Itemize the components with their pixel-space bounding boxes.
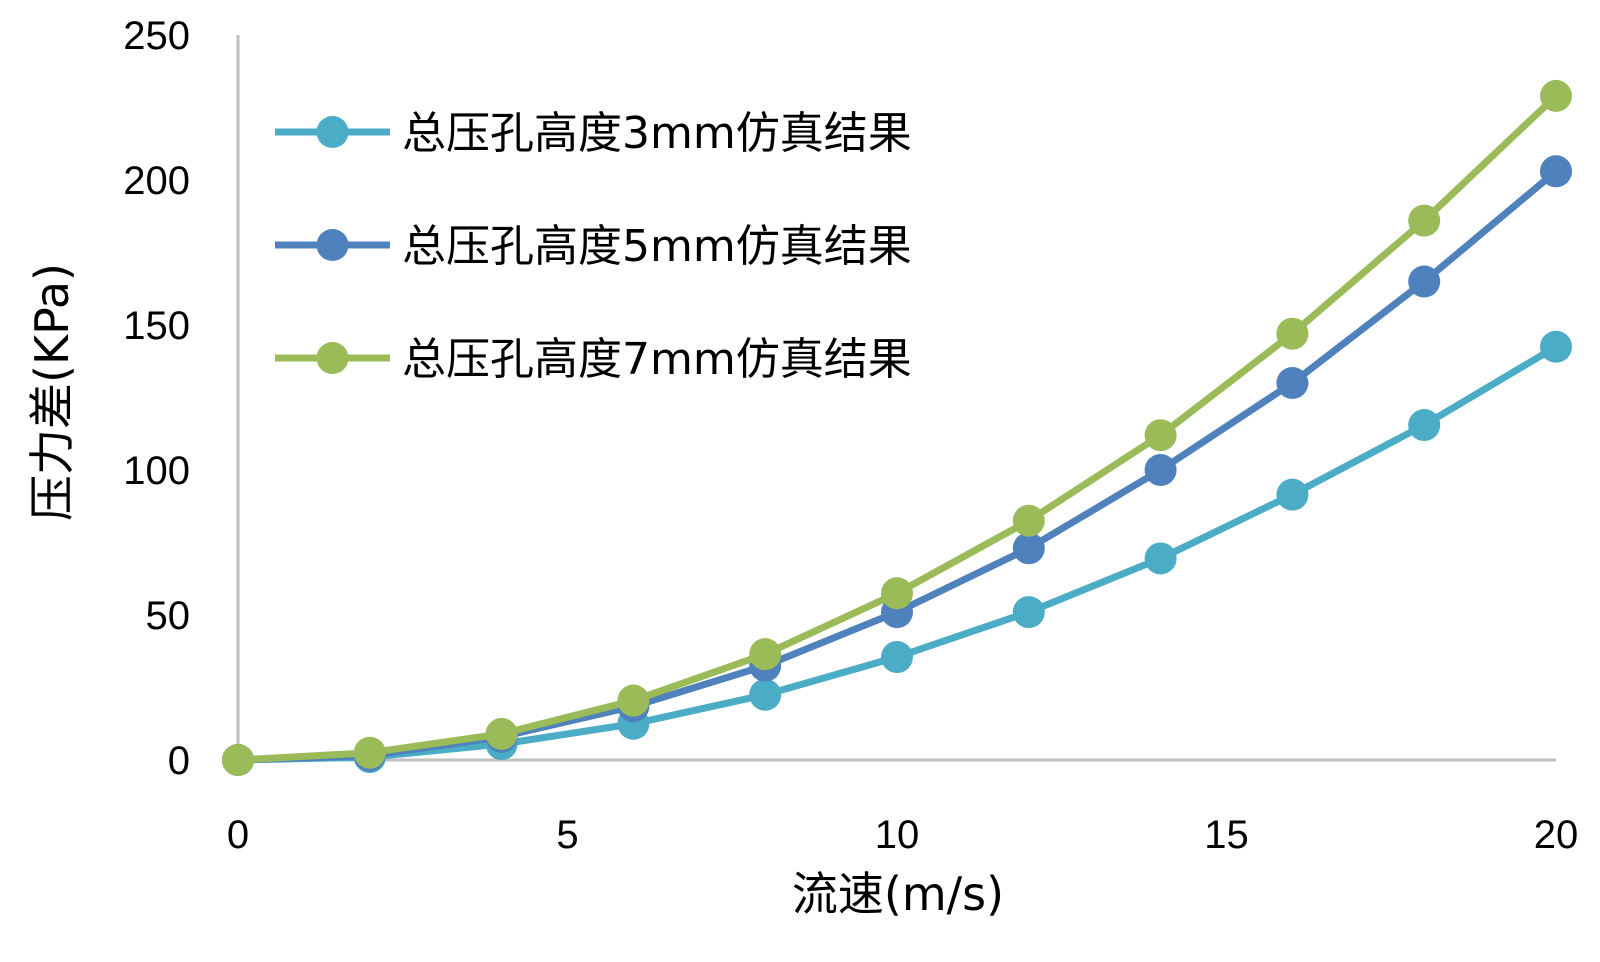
series-layer	[222, 79, 1572, 776]
data-point	[353, 736, 386, 769]
data-point	[1276, 478, 1309, 511]
data-point	[1276, 367, 1309, 399]
y-tick-label: 250	[123, 14, 190, 58]
data-point	[1540, 79, 1572, 112]
axes	[236, 35, 1556, 762]
legend-entry: 总压孔高度5mm仿真结果	[275, 221, 912, 272]
legend-label: 总压孔高度7mm仿真结果	[402, 334, 912, 385]
legend-marker	[316, 229, 349, 261]
data-point	[1540, 155, 1572, 188]
legend-entry: 总压孔高度3mm仿真结果	[275, 108, 912, 159]
data-point	[1012, 504, 1045, 537]
y-tick-labels: 0 50 100 150 200 250	[123, 14, 190, 783]
x-tick-labels: 0 5 10 15 20	[227, 813, 1578, 857]
series-3	[222, 79, 1572, 776]
data-point	[1012, 532, 1045, 565]
x-tick-label: 10	[875, 813, 920, 857]
series-line	[234, 343, 1560, 764]
x-axis-title: 流速(m/s)	[792, 867, 1004, 921]
y-axis-title: 压力差(KPa)	[25, 263, 79, 521]
y-tick-label: 0	[168, 739, 190, 783]
legend-marker	[316, 116, 349, 148]
data-point	[1144, 419, 1177, 452]
data-point	[881, 641, 913, 674]
legend-label: 总压孔高度3mm仿真结果	[402, 108, 912, 159]
data-point	[222, 744, 254, 776]
data-point	[881, 577, 913, 610]
data-point	[749, 678, 782, 711]
x-tick-label: 5	[556, 813, 578, 857]
data-point	[749, 638, 782, 671]
data-point	[1408, 204, 1441, 237]
y-tick-label: 200	[123, 159, 190, 203]
data-point	[485, 717, 518, 750]
y-tick-label: 150	[123, 304, 190, 348]
data-point	[1540, 330, 1572, 363]
x-tick-label: 0	[227, 813, 249, 857]
y-tick-label: 50	[146, 594, 191, 638]
data-point	[1144, 454, 1177, 486]
series-1	[222, 330, 1572, 776]
legend-entry: 总压孔高度7mm仿真结果	[275, 334, 912, 385]
data-point	[1408, 265, 1441, 298]
data-point	[1144, 542, 1177, 575]
data-point	[617, 684, 650, 717]
legend-marker	[316, 342, 349, 374]
x-tick-label: 15	[1204, 813, 1249, 857]
data-point	[1276, 317, 1309, 350]
legend-label: 总压孔高度5mm仿真结果	[402, 221, 912, 272]
y-tick-label: 100	[123, 449, 190, 493]
x-tick-label: 20	[1534, 813, 1579, 857]
data-point	[1012, 596, 1045, 629]
data-point	[1408, 409, 1441, 442]
